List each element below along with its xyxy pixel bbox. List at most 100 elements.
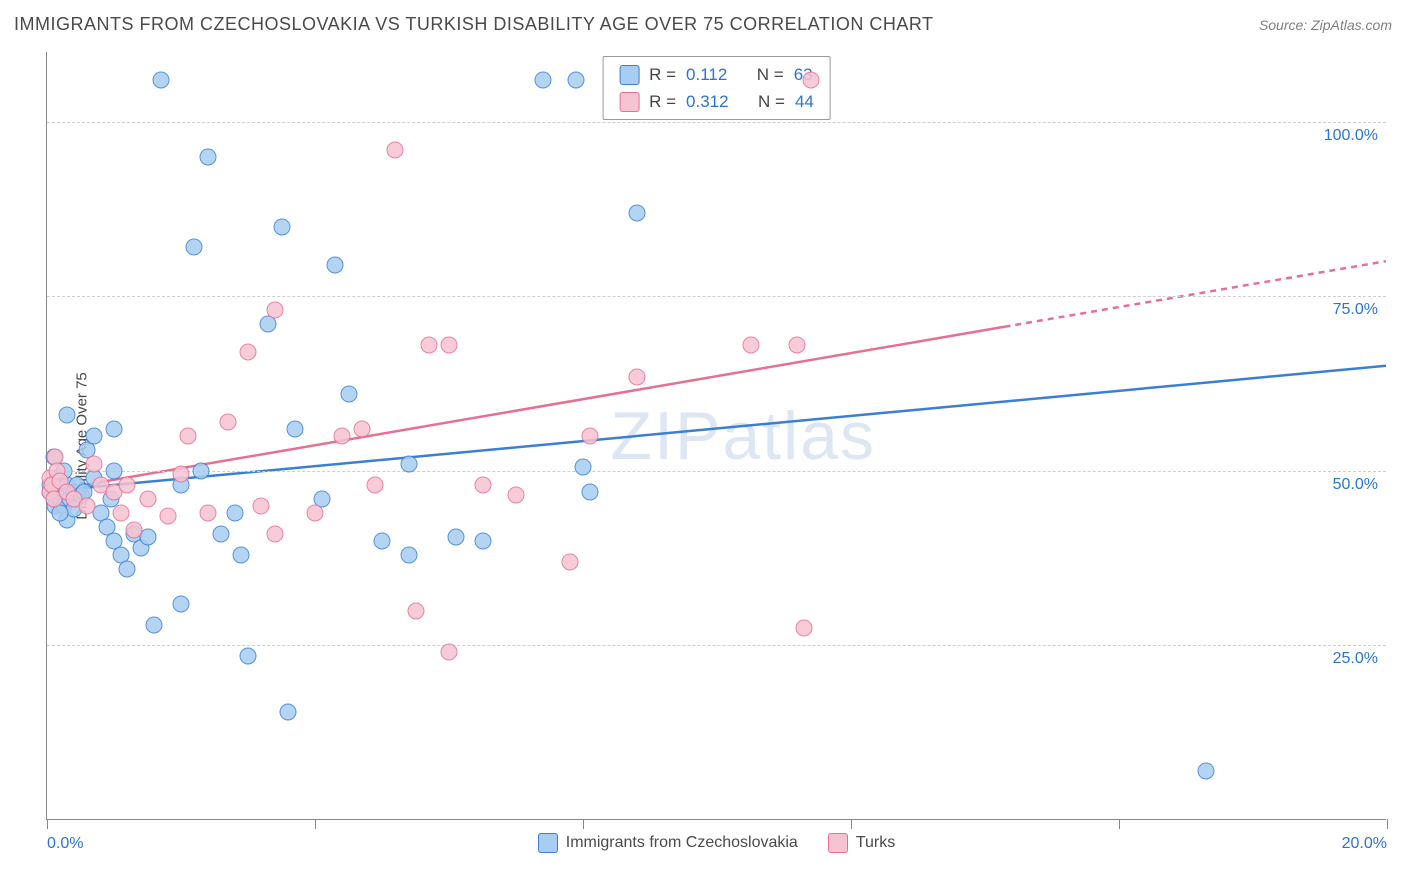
scatter-point-turks bbox=[581, 428, 598, 445]
scatter-point-czech bbox=[240, 647, 257, 664]
scatter-point-turks bbox=[219, 414, 236, 431]
legend-item-turks: Turks bbox=[828, 833, 895, 853]
legend-n-value-turks: 44 bbox=[795, 88, 814, 115]
scatter-point-turks bbox=[802, 71, 819, 88]
scatter-point-turks bbox=[85, 455, 102, 472]
scatter-point-czech bbox=[199, 148, 216, 165]
scatter-point-czech bbox=[85, 428, 102, 445]
source-name: ZipAtlas.com bbox=[1311, 17, 1392, 33]
legend-swatch-czech bbox=[619, 65, 639, 85]
trend-lines-svg bbox=[47, 52, 1386, 819]
y-tick-label: 75.0% bbox=[1333, 301, 1378, 319]
x-tick bbox=[315, 819, 316, 829]
scatter-point-czech bbox=[186, 239, 203, 256]
y-tick-label: 50.0% bbox=[1333, 476, 1378, 494]
gridline-h bbox=[47, 122, 1386, 123]
scatter-point-turks bbox=[628, 368, 645, 385]
scatter-point-czech bbox=[327, 256, 344, 273]
x-tick bbox=[47, 819, 48, 829]
scatter-point-turks bbox=[79, 497, 96, 514]
legend-series-bottom: Immigrants from Czechoslovakia Turks bbox=[47, 833, 1386, 853]
legend-swatch-turks bbox=[619, 92, 639, 112]
scatter-point-turks bbox=[441, 644, 458, 661]
scatter-point-czech bbox=[193, 462, 210, 479]
scatter-point-czech bbox=[280, 703, 297, 720]
scatter-point-turks bbox=[789, 337, 806, 354]
scatter-point-czech bbox=[146, 616, 163, 633]
legend-row-turks: R = 0.312 N = 44 bbox=[619, 88, 814, 115]
watermark: ZIPatlas bbox=[611, 397, 876, 475]
scatter-point-czech bbox=[59, 407, 76, 424]
title-bar: IMMIGRANTS FROM CZECHOSLOVAKIA VS TURKIS… bbox=[14, 14, 1392, 35]
scatter-point-turks bbox=[139, 490, 156, 507]
scatter-point-turks bbox=[266, 525, 283, 542]
scatter-point-czech bbox=[474, 532, 491, 549]
source-label: Source: bbox=[1259, 17, 1311, 33]
y-tick-label: 100.0% bbox=[1324, 127, 1378, 145]
scatter-point-turks bbox=[474, 476, 491, 493]
scatter-point-turks bbox=[112, 504, 129, 521]
legend-r-value-czech: 0.112 bbox=[686, 61, 727, 88]
scatter-point-turks bbox=[173, 466, 190, 483]
legend-n-label: N = bbox=[757, 61, 784, 88]
gridline-h bbox=[47, 296, 1386, 297]
scatter-point-turks bbox=[179, 428, 196, 445]
scatter-point-czech bbox=[226, 504, 243, 521]
scatter-point-turks bbox=[367, 476, 384, 493]
scatter-point-czech bbox=[106, 421, 123, 438]
scatter-point-czech bbox=[273, 218, 290, 235]
legend-correlation-box: R = 0.112 N = 63 R = 0.312 N = 44 bbox=[602, 56, 831, 120]
trend-line-turks bbox=[47, 327, 1004, 492]
trend-line-turks bbox=[1004, 261, 1386, 327]
scatter-point-turks bbox=[253, 497, 270, 514]
x-tick-label: 20.0% bbox=[1342, 835, 1387, 853]
scatter-point-turks bbox=[796, 620, 813, 637]
x-tick bbox=[583, 819, 584, 829]
legend-row-czech: R = 0.112 N = 63 bbox=[619, 61, 814, 88]
scatter-point-czech bbox=[213, 525, 230, 542]
scatter-point-czech bbox=[152, 71, 169, 88]
scatter-point-turks bbox=[420, 337, 437, 354]
legend-bottom-swatch-czech bbox=[538, 833, 558, 853]
x-tick bbox=[851, 819, 852, 829]
scatter-point-turks bbox=[159, 508, 176, 525]
scatter-point-czech bbox=[119, 560, 136, 577]
scatter-point-czech bbox=[173, 595, 190, 612]
scatter-point-turks bbox=[333, 428, 350, 445]
legend-bottom-swatch-turks bbox=[828, 833, 848, 853]
scatter-point-turks bbox=[742, 337, 759, 354]
chart-container: IMMIGRANTS FROM CZECHOSLOVAKIA VS TURKIS… bbox=[0, 0, 1406, 892]
scatter-point-czech bbox=[400, 455, 417, 472]
scatter-point-turks bbox=[387, 141, 404, 158]
scatter-point-turks bbox=[441, 337, 458, 354]
trend-line-czech bbox=[47, 366, 1386, 492]
scatter-point-czech bbox=[581, 483, 598, 500]
plot-area: ZIPatlas R = 0.112 N = 63 R = 0.312 N = … bbox=[46, 52, 1386, 820]
scatter-point-turks bbox=[307, 504, 324, 521]
chart-title: IMMIGRANTS FROM CZECHOSLOVAKIA VS TURKIS… bbox=[14, 14, 934, 35]
scatter-point-turks bbox=[266, 302, 283, 319]
scatter-point-czech bbox=[106, 462, 123, 479]
y-tick-label: 25.0% bbox=[1333, 650, 1378, 668]
legend-r-label: R = bbox=[649, 88, 676, 115]
scatter-point-turks bbox=[561, 553, 578, 570]
legend-n-label: N = bbox=[758, 88, 785, 115]
legend-bottom-label-turks: Turks bbox=[856, 834, 895, 852]
scatter-point-czech bbox=[1198, 763, 1215, 780]
x-tick-label: 0.0% bbox=[47, 835, 83, 853]
scatter-point-czech bbox=[400, 546, 417, 563]
gridline-h bbox=[47, 471, 1386, 472]
scatter-point-czech bbox=[233, 546, 250, 563]
scatter-point-czech bbox=[534, 71, 551, 88]
scatter-point-czech bbox=[374, 532, 391, 549]
scatter-point-turks bbox=[508, 487, 525, 504]
x-tick bbox=[1119, 819, 1120, 829]
gridline-h bbox=[47, 645, 1386, 646]
scatter-point-czech bbox=[286, 421, 303, 438]
scatter-point-czech bbox=[568, 71, 585, 88]
scatter-point-turks bbox=[353, 421, 370, 438]
scatter-point-czech bbox=[340, 386, 357, 403]
scatter-point-czech bbox=[447, 529, 464, 546]
source-credit: Source: ZipAtlas.com bbox=[1259, 17, 1392, 33]
legend-r-label: R = bbox=[649, 61, 676, 88]
